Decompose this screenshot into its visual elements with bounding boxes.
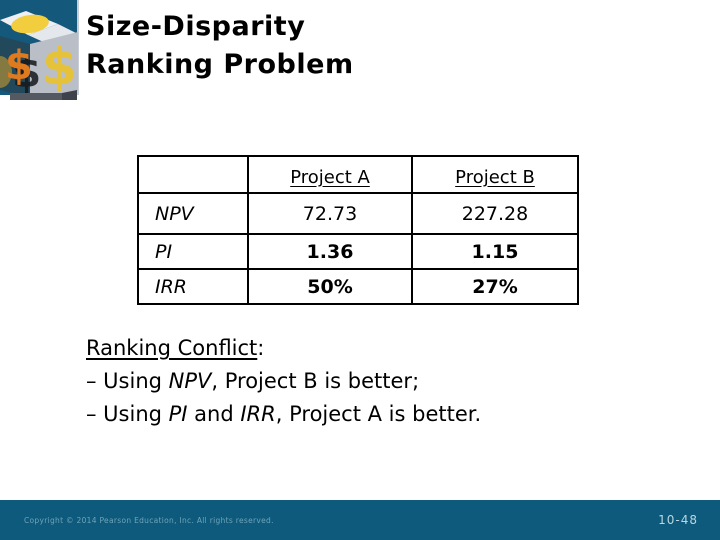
row-label-irr: IRR [137,268,249,305]
project-comparison-table: Project A Project B NPV 72.73 227.28 PI … [137,155,579,305]
bullet2-pi-term: PI [168,402,188,426]
title-line-2: Ranking Problem [86,49,354,80]
bullet1-post: , Project B is better; [211,369,420,393]
svg-text:$: $ [5,43,33,89]
bullet1-pre: – Using [86,369,169,393]
bullet2-mid: and [187,402,241,426]
page-title: Size-Disparity Ranking Problem [86,8,354,84]
table-row-npv: NPV 72.73 227.28 [137,192,579,235]
irr-project-a-value: 50% [247,268,413,305]
ranking-conflict-heading-colon: : [257,336,265,360]
table-header-row: Project A Project B [137,155,579,194]
project-a-header-label: Project A [290,167,370,188]
dollar-dice-logo-icon: $ $ $ [0,0,79,100]
table-row-irr: IRR 50% 27% [137,268,579,305]
bullet2-irr-term: IRR [240,402,276,426]
bullet2-pre: – Using [86,402,169,426]
row-label-pi: PI [137,233,249,270]
table-row-pi: PI 1.36 1.15 [137,233,579,270]
ranking-conflict-heading: Ranking Conflict [86,336,258,360]
irr-project-b-value: 27% [411,268,579,305]
pi-project-a-value: 1.36 [247,233,413,270]
column-header-project-b: Project B [411,155,579,194]
column-header-project-a: Project A [247,155,413,194]
svg-text:$: $ [12,48,41,97]
npv-project-b-value: 227.28 [411,192,579,235]
pi-project-b-value: 1.15 [411,233,579,270]
conflict-bullet-npv: – Using NPV, Project B is better; [86,365,481,398]
conflict-bullet-pi-irr: – Using PI and IRR, Project A is better. [86,398,481,431]
bullet1-npv-term: NPV [168,369,212,393]
ranking-conflict-block: Ranking Conflict: – Using NPV, Project B… [86,332,481,431]
row-label-npv: NPV [137,192,249,235]
corner-cell [137,155,249,194]
title-line-1: Size-Disparity [86,11,306,42]
copyright-notice: Copyright © 2014 Pearson Education, Inc.… [24,515,274,525]
ranking-conflict-heading-line: Ranking Conflict: [86,332,481,365]
npv-project-a-value: 72.73 [247,192,413,235]
footer-bar: Copyright © 2014 Pearson Education, Inc.… [0,500,720,540]
project-b-header-label: Project B [455,167,535,188]
bullet2-post: , Project A is better. [275,402,482,426]
svg-text:$: $ [42,38,77,96]
slide-page-number: 10-48 [658,513,698,527]
